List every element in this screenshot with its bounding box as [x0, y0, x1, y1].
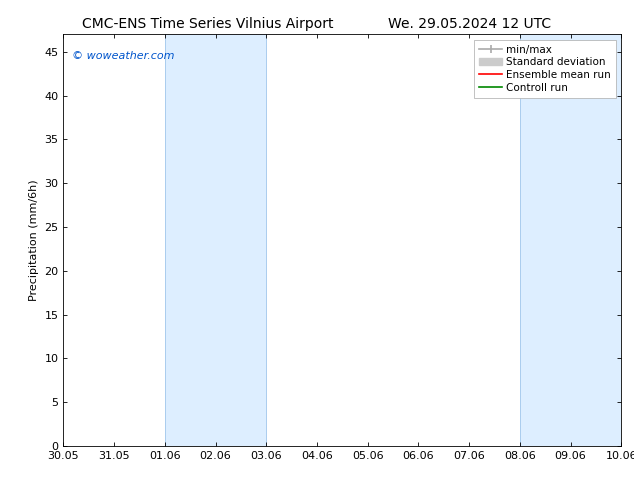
- Text: We. 29.05.2024 12 UTC: We. 29.05.2024 12 UTC: [389, 17, 552, 31]
- Text: © woweather.com: © woweather.com: [72, 51, 174, 61]
- Bar: [165, 34, 266, 446]
- Y-axis label: Precipitation (mm/6h): Precipitation (mm/6h): [29, 179, 39, 301]
- Bar: [520, 34, 621, 446]
- Legend: min/max, Standard deviation, Ensemble mean run, Controll run: min/max, Standard deviation, Ensemble me…: [474, 40, 616, 98]
- Text: CMC-ENS Time Series Vilnius Airport: CMC-ENS Time Series Vilnius Airport: [82, 17, 334, 31]
